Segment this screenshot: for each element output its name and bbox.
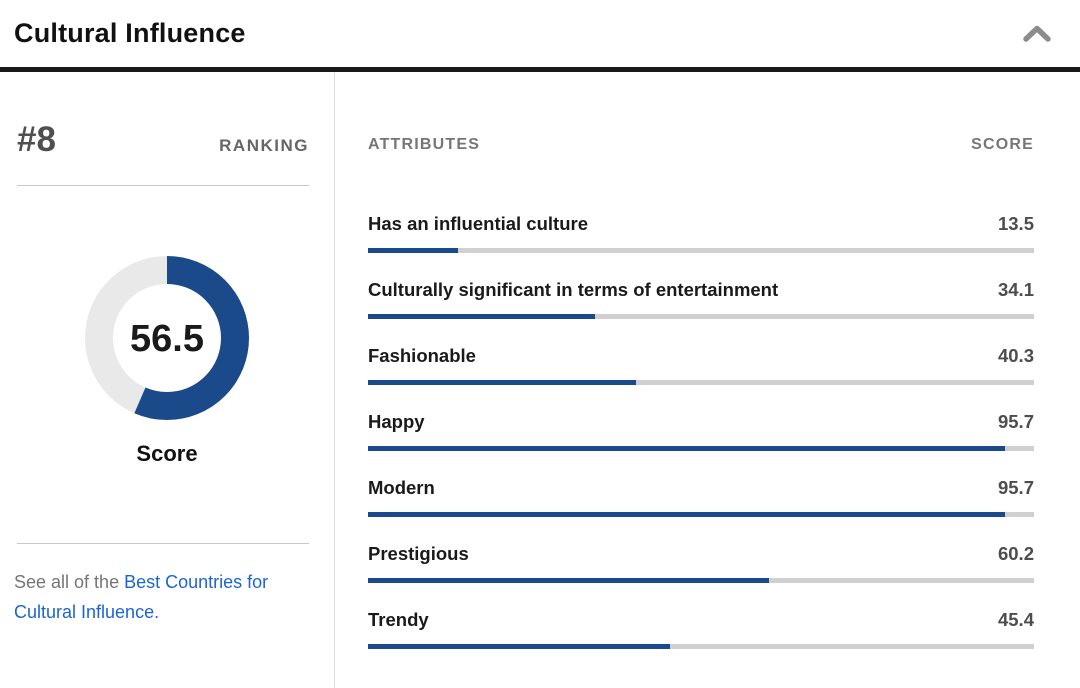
attribute-score: 34.1 (997, 279, 1034, 300)
attribute-row-top: Fashionable 40.3 (368, 345, 1034, 367)
attribute-row: Fashionable 40.3 (368, 345, 1034, 411)
attribute-bar-track (368, 578, 1034, 583)
attribute-row-top: Modern 95.7 (368, 477, 1034, 499)
attribute-label: Happy (368, 411, 425, 432)
score-donut-wrap: 56.5 (0, 253, 334, 423)
attributes-table-header: ATTRIBUTES SCORE (368, 136, 1034, 154)
attribute-bar-track (368, 314, 1034, 319)
attribute-label: Fashionable (368, 345, 476, 366)
attribute-bar-track (368, 248, 1034, 253)
attribute-row: Trendy 45.4 (368, 609, 1034, 675)
panel-title: Cultural Influence (14, 18, 246, 48)
rank-row: #8 RANKING (17, 120, 309, 160)
attributes-rows: Has an influential culture 13.5 Cultural… (368, 213, 1034, 675)
attribute-score: 95.7 (997, 411, 1034, 432)
attribute-bar-track (368, 380, 1034, 385)
attribute-bar-fill (368, 446, 1006, 451)
divider (17, 185, 309, 186)
attribute-score: 13.5 (997, 213, 1034, 234)
attribute-row-top: Happy 95.7 (368, 411, 1034, 433)
attribute-bar-fill (368, 578, 769, 583)
attribute-row-top: Trendy 45.4 (368, 609, 1034, 631)
panel-header: Cultural Influence (0, 0, 1080, 72)
attribute-score: 45.4 (997, 609, 1034, 630)
attributes-column: ATTRIBUTES SCORE Has an influential cult… (335, 72, 1080, 688)
attribute-row: Culturally significant in terms of enter… (368, 279, 1034, 345)
attribute-row-top: Culturally significant in terms of enter… (368, 279, 1034, 301)
attribute-score: 60.2 (997, 543, 1034, 564)
see-all-text: See all of the Best Countries for Cultur… (14, 567, 312, 627)
see-all-link[interactable]: Best Countries for Cultural Influence. (14, 572, 269, 622)
attribute-label: Modern (368, 477, 435, 498)
attribute-score: 95.7 (997, 477, 1034, 498)
score-header-label: SCORE (971, 136, 1034, 153)
attribute-label: Prestigious (368, 543, 469, 564)
attribute-score: 40.3 (997, 345, 1034, 366)
see-all-prefix: See all of the (14, 572, 125, 592)
rank-label: RANKING (219, 136, 309, 155)
attribute-label: Trendy (368, 609, 429, 630)
score-donut-chart: 56.5 (85, 256, 249, 420)
rank-number: #8 (17, 120, 56, 159)
attribute-bar-track (368, 446, 1034, 451)
attribute-bar-fill (368, 380, 637, 385)
attribute-bar-fill (368, 314, 596, 319)
attribute-label: Culturally significant in terms of enter… (368, 279, 779, 300)
collapse-button[interactable] (1018, 19, 1056, 49)
chevron-up-icon (1023, 25, 1051, 42)
attribute-bar-track (368, 512, 1034, 517)
score-label: Score (136, 441, 198, 466)
attribute-bar-track (368, 644, 1034, 649)
attribute-bar-fill (368, 644, 671, 649)
attribute-row-top: Has an influential culture 13.5 (368, 213, 1034, 235)
attribute-label: Has an influential culture (368, 213, 588, 234)
attribute-row: Modern 95.7 (368, 477, 1034, 543)
divider (17, 543, 309, 544)
donut-fill (85, 256, 249, 420)
attribute-bar-fill (368, 248, 458, 253)
attributes-header-label: ATTRIBUTES (368, 136, 481, 153)
panel-body: #8 RANKING 56.5 Score See all of the Bes… (0, 72, 1080, 688)
score-value: 56.5 (130, 318, 204, 360)
attribute-row: Has an influential culture 13.5 (368, 213, 1034, 279)
attribute-bar-fill (368, 512, 1006, 517)
attribute-row: Happy 95.7 (368, 411, 1034, 477)
attribute-row: Prestigious 60.2 (368, 543, 1034, 609)
attribute-row-top: Prestigious 60.2 (368, 543, 1034, 565)
ranking-score-column: #8 RANKING 56.5 Score See all of the Bes… (0, 72, 335, 688)
